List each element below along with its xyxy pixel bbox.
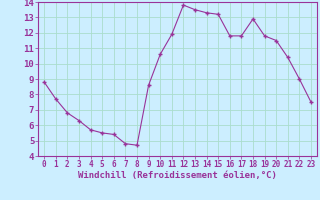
X-axis label: Windchill (Refroidissement éolien,°C): Windchill (Refroidissement éolien,°C) — [78, 171, 277, 180]
